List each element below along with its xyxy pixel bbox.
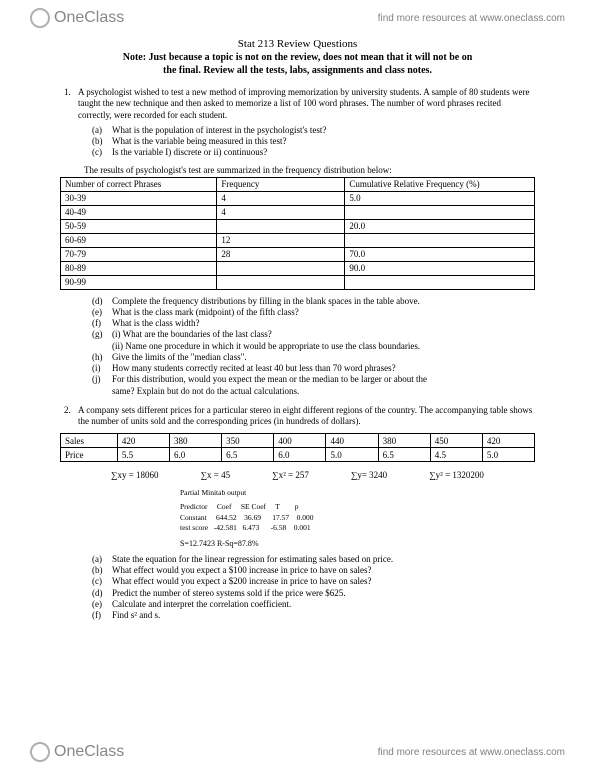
q1-sublist-abc: (a)What is the population of interest in…: [60, 125, 535, 159]
doc-note: Note: Just because a topic is not on the…: [60, 52, 535, 77]
header-tagline: find more resources at www.oneclass.com: [378, 13, 565, 24]
page-header: OneClass find more resources at www.onec…: [0, 0, 595, 36]
footer-logo-text: OneClass: [54, 743, 124, 761]
logo-circle-icon: [30, 8, 50, 28]
question-2: 2. A company sets different prices for a…: [60, 405, 535, 428]
summation-row: ∑xy = 18060 ∑x = 45 ∑x² = 257 ∑y= 3240 ∑…: [90, 470, 505, 480]
document-body: Stat 213 Review Questions Note: Just bec…: [0, 36, 595, 621]
q1-sublist-dj: (d)Complete the frequency distributions …: [60, 296, 535, 397]
logo-text: OneClass: [54, 9, 124, 27]
q1-table-caption: The results of psychologist's test are s…: [84, 165, 535, 175]
minitab-output: Partial Minitab output Predictor Coef SE…: [180, 488, 535, 533]
page-footer: OneClass find more resources at www.onec…: [0, 734, 595, 770]
footer-tagline: find more resources at www.oneclass.com: [378, 747, 565, 758]
sales-price-table: Sales 420380350400 440380450420 Price 5.…: [60, 433, 535, 462]
logo: OneClass: [30, 8, 124, 28]
doc-title: Stat 213 Review Questions: [60, 38, 535, 50]
logo-circle-icon: [30, 742, 50, 762]
s-rsq-line: S=12.7423 R-Sq=87.8%: [180, 539, 535, 548]
footer-logo: OneClass: [30, 742, 124, 762]
frequency-table: Number of correct Phrases Frequency Cumu…: [60, 177, 535, 290]
question-1: 1. A psychologist wished to test a new m…: [60, 87, 535, 121]
q2-sublist: (a)State the equation for the linear reg…: [60, 554, 535, 622]
